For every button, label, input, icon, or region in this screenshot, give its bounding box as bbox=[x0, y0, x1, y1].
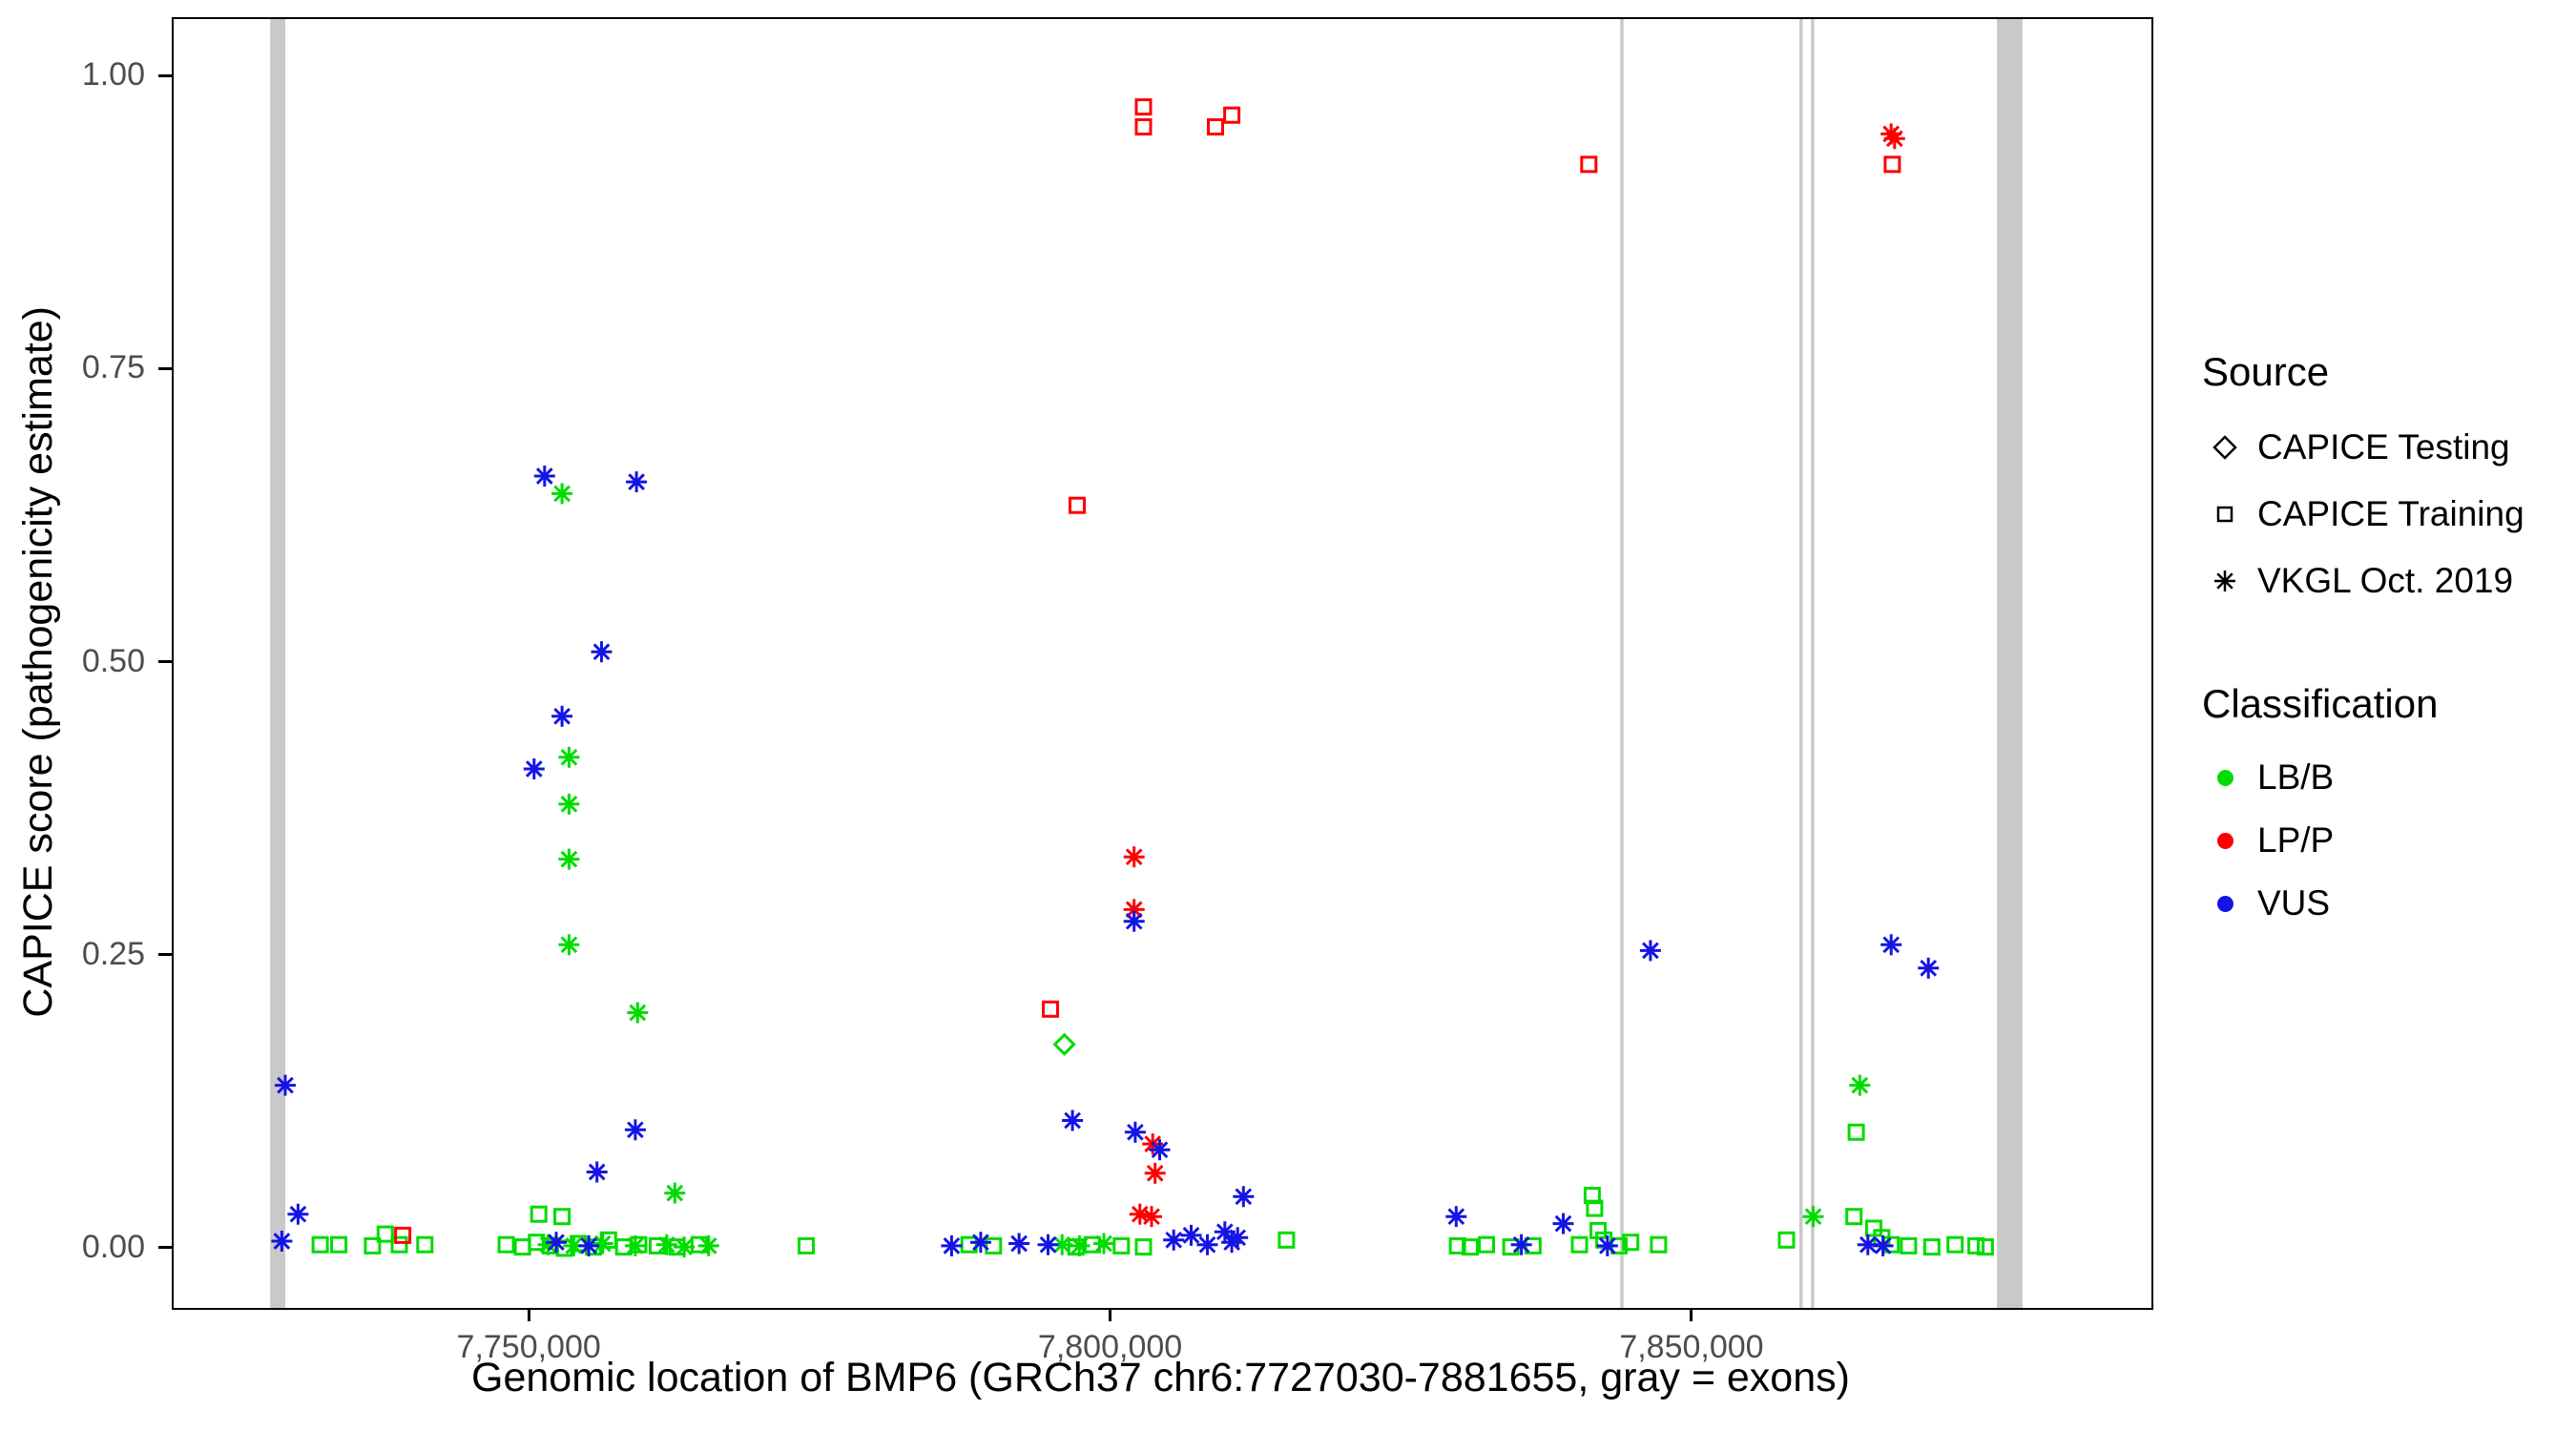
square-icon bbox=[2202, 497, 2248, 531]
legend-item-lpp: LP/P bbox=[2202, 809, 2576, 872]
asterisk-icon bbox=[2202, 564, 2248, 598]
series-vkgl-oct-2019-vus bbox=[271, 466, 1940, 1256]
y-tick-label: 1.00 bbox=[81, 56, 145, 93]
y-axis-tick bbox=[158, 1246, 172, 1250]
y-axis-tick bbox=[158, 73, 172, 77]
y-tick-label: 0.00 bbox=[81, 1228, 145, 1265]
x-axis-title: Genomic location of BMP6 (GRCh37 chr6:77… bbox=[471, 1355, 1850, 1400]
exon-bands bbox=[270, 19, 2023, 1308]
y-axis-tick bbox=[158, 366, 172, 370]
x-tick-label: 7,800,000 bbox=[1037, 1329, 1183, 1365]
legend-label: LP/P bbox=[2257, 820, 2335, 860]
x-axis-tick bbox=[527, 1308, 530, 1321]
legend-source-block: Source CAPICE Testing CAPICE Training bbox=[2202, 349, 2576, 614]
lpp-color-dot bbox=[2202, 832, 2248, 849]
legend-label: LB/B bbox=[2257, 757, 2335, 797]
exon-band bbox=[270, 19, 285, 1308]
y-tick-label: 0.50 bbox=[81, 642, 145, 679]
x-tick-label: 7,850,000 bbox=[1619, 1329, 1764, 1365]
legend-classification-block: Classification LB/B LP/P VUS bbox=[2202, 681, 2576, 935]
y-tick-label: 0.75 bbox=[81, 349, 145, 386]
plot-area bbox=[270, 19, 2023, 1308]
legend-source-title: Source bbox=[2202, 349, 2330, 394]
series-capice-training-lp-p bbox=[394, 98, 1901, 1244]
exon-band bbox=[1798, 19, 1803, 1308]
plot-panel bbox=[172, 17, 2153, 1310]
legend-classification-title: Classification bbox=[2202, 681, 2439, 726]
x-axis-tick bbox=[1690, 1308, 1693, 1321]
series-vkgl-oct-2019-lp-p bbox=[1123, 123, 1905, 1228]
legend: Source CAPICE Testing CAPICE Training bbox=[2202, 349, 2576, 935]
y-tick-label: 0.25 bbox=[81, 935, 145, 972]
diamond-icon bbox=[2202, 430, 2248, 465]
exon-band bbox=[1811, 19, 1815, 1308]
series-capice-testing-lb-b bbox=[1052, 1032, 1076, 1056]
lbb-color-dot bbox=[2202, 769, 2248, 786]
legend-label: CAPICE Testing bbox=[2257, 427, 2510, 467]
legend-item-capice-testing: CAPICE Testing bbox=[2202, 414, 2576, 481]
legend-item-vkgl: VKGL Oct. 2019 bbox=[2202, 548, 2576, 614]
exon-band bbox=[1620, 19, 1624, 1308]
series-vkgl-oct-2019-lb-b bbox=[537, 483, 1871, 1258]
legend-item-vus: VUS bbox=[2202, 872, 2576, 935]
y-axis-tick bbox=[158, 953, 172, 957]
legend-label: CAPICE Training bbox=[2257, 494, 2524, 533]
legend-label: VKGL Oct. 2019 bbox=[2257, 561, 2514, 600]
x-tick-label: 7,750,000 bbox=[456, 1329, 601, 1365]
x-axis-tick bbox=[1109, 1308, 1112, 1321]
vus-color-dot bbox=[2202, 895, 2248, 912]
legend-item-lbb: LB/B bbox=[2202, 746, 2576, 809]
legend-item-capice-training: CAPICE Training bbox=[2202, 481, 2576, 548]
y-axis-tick bbox=[158, 660, 172, 663]
legend-label: VUS bbox=[2257, 883, 2331, 923]
exon-band bbox=[1997, 19, 2023, 1308]
